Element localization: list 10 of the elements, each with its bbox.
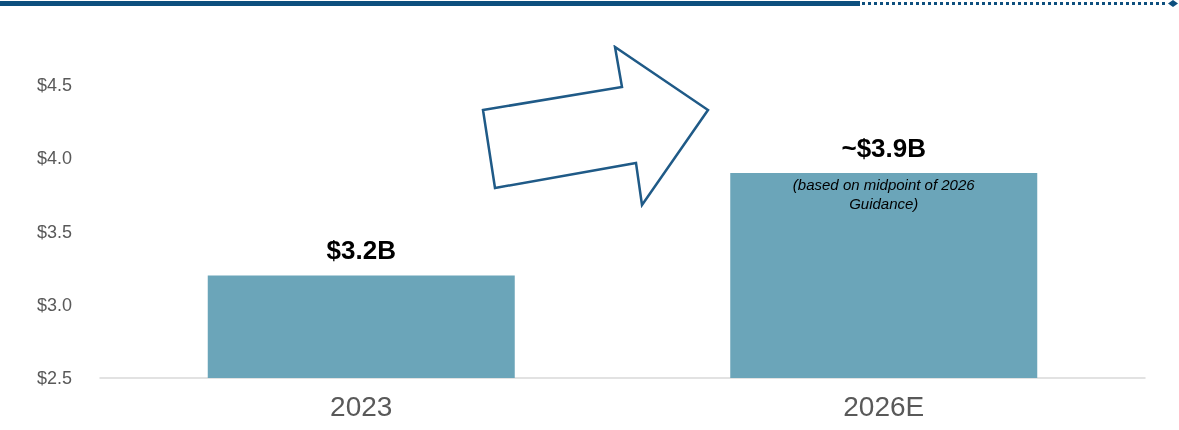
annotation: (based on midpoint of 2026 Guidance) xyxy=(791,174,976,213)
y-tick-label: $4.0 xyxy=(36,148,72,169)
y-tick-label: $2.5 xyxy=(36,368,72,388)
x-tick-label: 2023 xyxy=(330,390,393,422)
y-tick-label: $3.5 xyxy=(36,221,72,242)
y-tick-label: $3.0 xyxy=(36,294,72,315)
data-label: $3.2B xyxy=(326,235,396,266)
y-tick-label: $4.5 xyxy=(36,75,72,95)
x-tick-label: 2026E xyxy=(843,390,925,422)
data-label: ~$3.9B xyxy=(841,132,927,163)
